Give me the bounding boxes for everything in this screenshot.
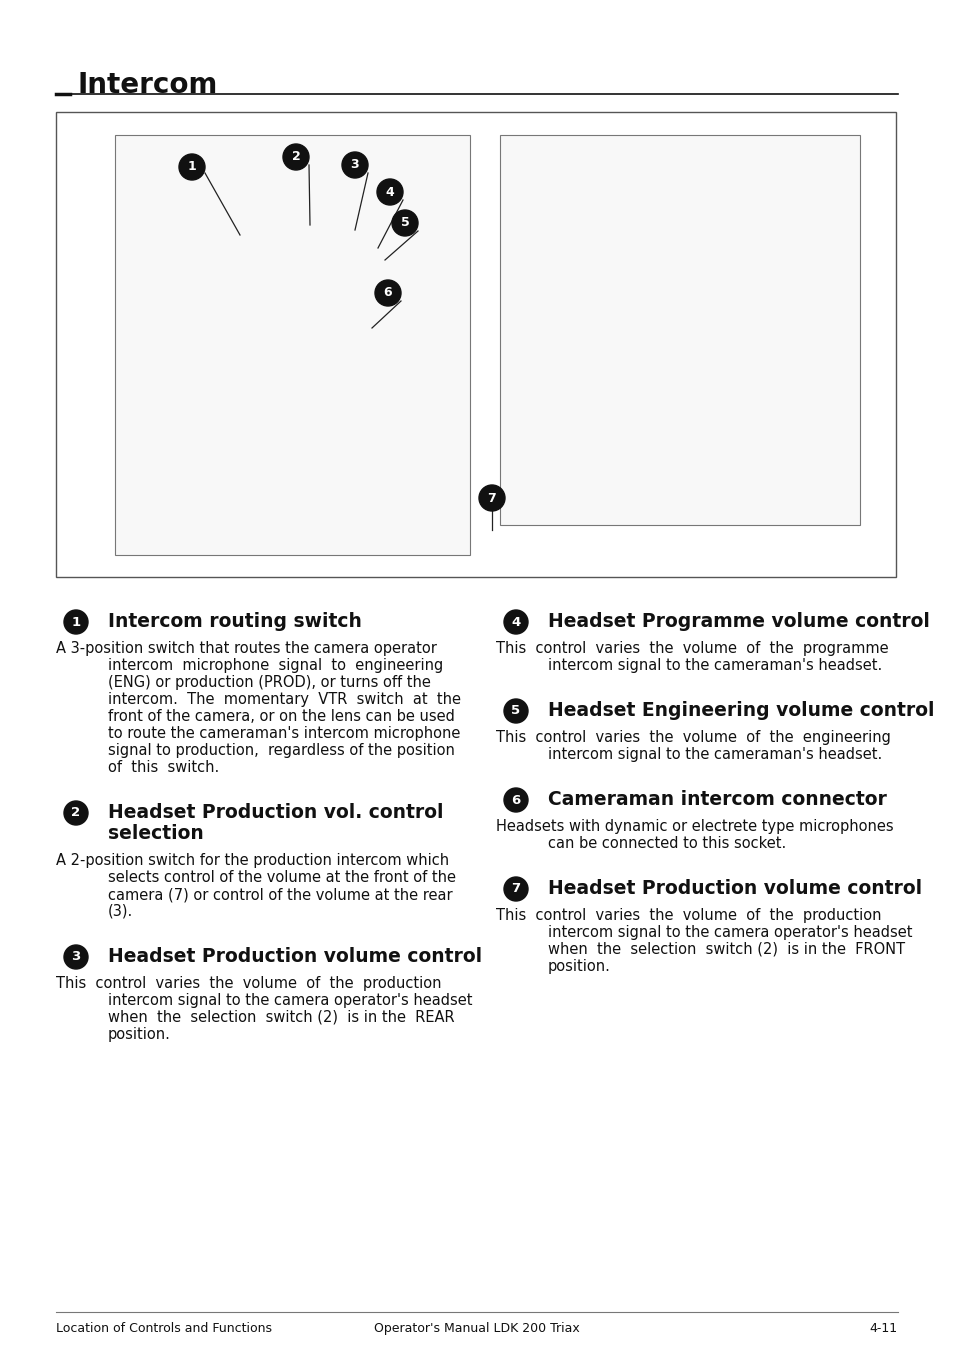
Text: (3).: (3). [108,904,133,919]
Text: 6: 6 [511,793,520,807]
Text: Intercom routing switch: Intercom routing switch [108,612,361,631]
Text: selects control of the volume at the front of the: selects control of the volume at the fro… [108,870,456,885]
Text: when  the  selection  switch (2)  is in the  REAR: when the selection switch (2) is in the … [108,1011,455,1025]
Bar [56,112,895,577]
Text: 7: 7 [511,882,520,896]
Circle shape [283,145,309,170]
Circle shape [376,178,402,205]
Text: 4-11: 4-11 [869,1323,897,1335]
Text: Headset Production volume control: Headset Production volume control [547,880,922,898]
Circle shape [341,153,368,178]
Circle shape [503,788,527,812]
Circle shape [64,944,88,969]
Text: front of the camera, or on the lens can be used: front of the camera, or on the lens can … [108,709,455,724]
Text: intercom signal to the camera operator's headset: intercom signal to the camera operator's… [547,925,911,940]
Text: of  this  switch.: of this switch. [108,761,219,775]
Text: 1: 1 [188,161,196,173]
Circle shape [503,611,527,634]
Text: intercom signal to the cameraman's headset.: intercom signal to the cameraman's heads… [547,658,882,673]
Text: 6: 6 [383,286,392,300]
Text: position.: position. [547,959,610,974]
Text: Headset Production vol. control: Headset Production vol. control [108,802,443,821]
Text: to route the cameraman's intercom microphone: to route the cameraman's intercom microp… [108,725,460,740]
Text: Headset Engineering volume control: Headset Engineering volume control [547,701,934,720]
Text: position.: position. [108,1027,171,1042]
Text: intercom.  The  momentary  VTR  switch  at  the: intercom. The momentary VTR switch at th… [108,692,460,707]
Text: 4: 4 [511,616,520,628]
Text: Headset Production volume control: Headset Production volume control [108,947,481,966]
Text: 1: 1 [71,616,80,628]
Text: Cameraman intercom connector: Cameraman intercom connector [547,790,886,809]
Text: 5: 5 [400,216,409,230]
Text: intercom signal to the camera operator's headset: intercom signal to the camera operator's… [108,993,472,1008]
Circle shape [375,280,400,305]
Text: A 2-position switch for the production intercom which: A 2-position switch for the production i… [56,852,449,867]
Text: 5: 5 [511,704,520,717]
Bar [499,135,859,526]
Circle shape [392,209,417,236]
Bar [115,135,470,555]
Text: (ENG) or production (PROD), or turns off the: (ENG) or production (PROD), or turns off… [108,676,431,690]
Text: 3: 3 [351,158,359,172]
Text: 2: 2 [71,807,80,820]
Text: when  the  selection  switch (2)  is in the  FRONT: when the selection switch (2) is in the … [547,942,904,957]
Circle shape [503,877,527,901]
Text: intercom  microphone  signal  to  engineering: intercom microphone signal to engineerin… [108,658,443,673]
Text: 3: 3 [71,951,81,963]
Circle shape [64,611,88,634]
Text: 7: 7 [487,492,496,504]
Text: This  control  varies  the  volume  of  the  programme: This control varies the volume of the pr… [496,640,887,657]
Text: Headset Programme volume control: Headset Programme volume control [547,612,929,631]
Text: Intercom: Intercom [78,72,218,99]
Text: This  control  varies  the  volume  of  the  production: This control varies the volume of the pr… [496,908,881,923]
Circle shape [179,154,205,180]
Text: This  control  varies  the  volume  of  the  engineering: This control varies the volume of the en… [496,730,890,744]
Text: 2: 2 [292,150,300,163]
Text: 4: 4 [385,185,394,199]
Text: This  control  varies  the  volume  of  the  production: This control varies the volume of the pr… [56,975,441,992]
Circle shape [64,801,88,825]
Text: selection: selection [108,824,204,843]
Text: Location of Controls and Functions: Location of Controls and Functions [56,1323,272,1335]
Text: intercom signal to the cameraman's headset.: intercom signal to the cameraman's heads… [547,747,882,762]
Text: Operator's Manual LDK 200 Triax: Operator's Manual LDK 200 Triax [374,1323,579,1335]
Text: Headsets with dynamic or electrete type microphones: Headsets with dynamic or electrete type … [496,819,893,834]
Text: A 3-position switch that routes the camera operator: A 3-position switch that routes the came… [56,640,436,657]
Circle shape [478,485,504,511]
Text: can be connected to this socket.: can be connected to this socket. [547,836,785,851]
Circle shape [503,698,527,723]
Text: camera (7) or control of the volume at the rear: camera (7) or control of the volume at t… [108,888,452,902]
Text: signal to production,  regardless of the position: signal to production, regardless of the … [108,743,455,758]
